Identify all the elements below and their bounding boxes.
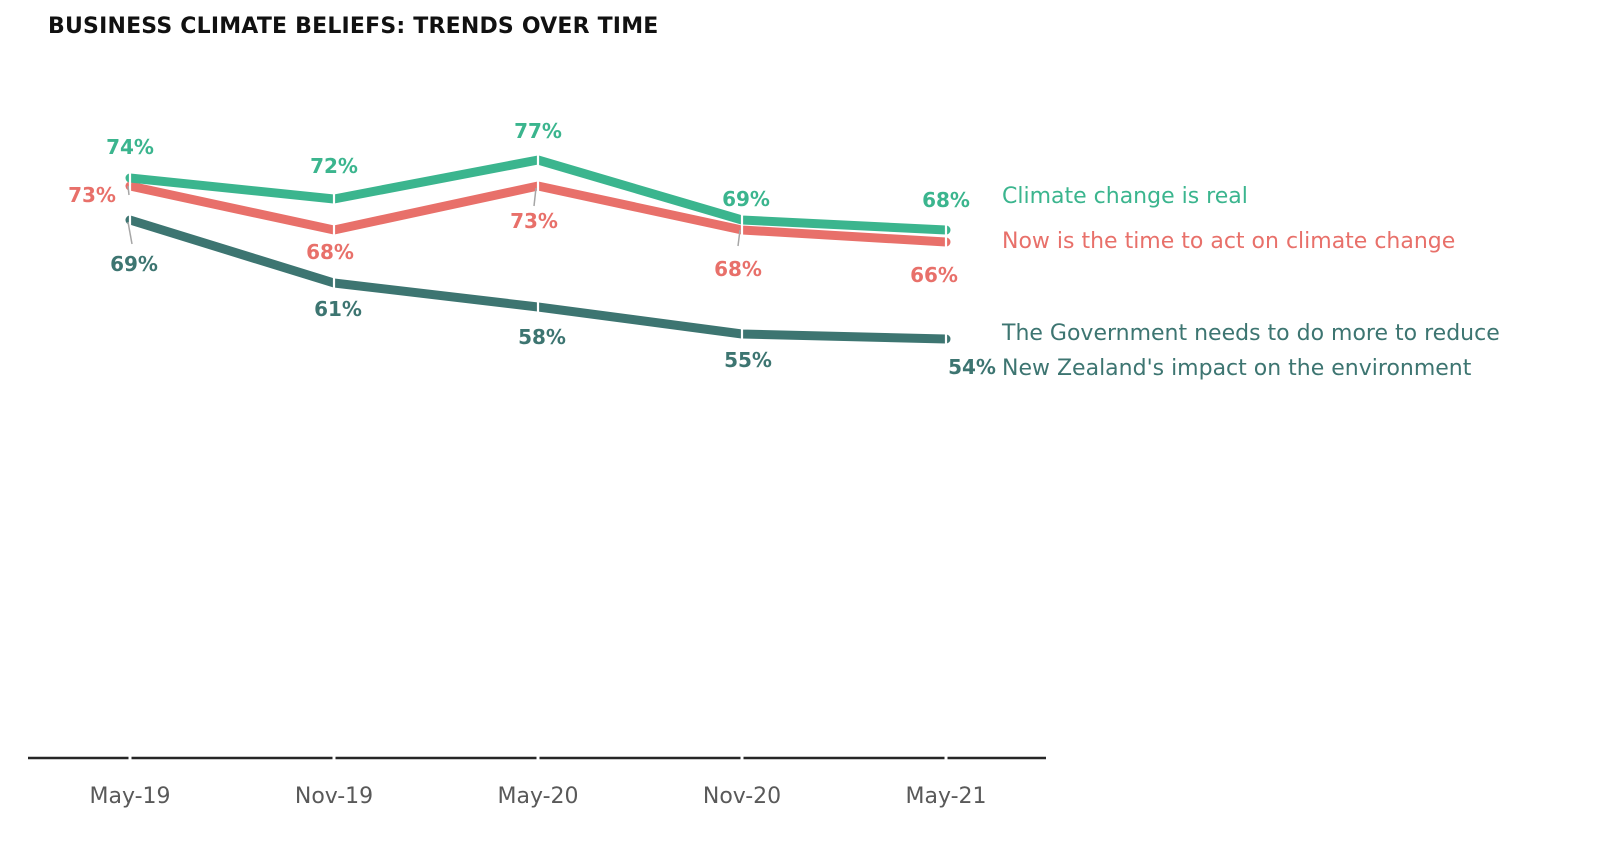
x-tick-label: May-20: [497, 784, 578, 809]
legend-entry: The Government needs to do more to reduc…: [1001, 321, 1500, 346]
data-label: 68%: [922, 188, 970, 212]
x-tick-label: Nov-20: [703, 784, 781, 809]
leader-line: [127, 221, 133, 245]
data-label: 73%: [68, 183, 116, 207]
legend: Climate change is real Now is the time to…: [1001, 184, 1500, 381]
data-label: 69%: [110, 252, 158, 276]
leader-line: [533, 187, 537, 207]
x-axis: May-19 Nov-19 May-20 Nov-20 May-21: [28, 756, 1046, 809]
data-label: 66%: [910, 263, 958, 287]
plot-area: [125, 154, 951, 345]
data-label: 55%: [724, 348, 772, 372]
data-label: 74%: [106, 135, 154, 159]
leader-line: [737, 229, 741, 247]
data-label: 73%: [510, 209, 558, 233]
data-label: 54%: [948, 355, 996, 379]
chart-title: BUSINESS CLIMATE BELIEFS: TRENDS OVER TI…: [48, 14, 659, 39]
x-tick-label: Nov-19: [295, 784, 373, 809]
legend-entry: New Zealand's impact on the environment: [1002, 356, 1472, 381]
data-label: 69%: [722, 187, 770, 211]
leader-line: [127, 185, 130, 196]
data-label: 77%: [514, 119, 562, 143]
data-labels: 74% 72% 77% 69% 68% 73% 68% 73% 68% 66% 69% 61% 58% 5…: [68, 119, 996, 379]
data-label: 68%: [306, 240, 354, 264]
data-label: 72%: [310, 154, 358, 178]
data-label: 61%: [314, 297, 362, 321]
x-tick-label: May-21: [905, 784, 986, 809]
legend-entry: Now is the time to act on climate change: [1002, 229, 1455, 254]
data-label: 58%: [518, 325, 566, 349]
legend-entry: Climate change is real: [1002, 184, 1248, 209]
x-tick-label: May-19: [89, 784, 170, 809]
data-label: 68%: [714, 257, 762, 281]
